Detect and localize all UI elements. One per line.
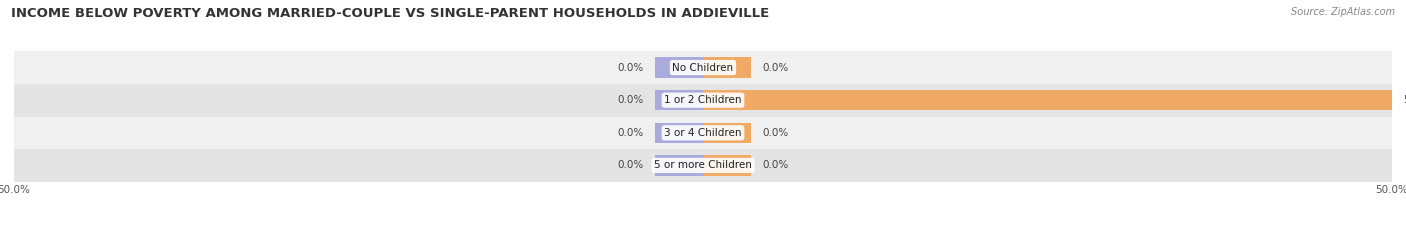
Text: 1 or 2 Children: 1 or 2 Children: [664, 95, 742, 105]
Text: 0.0%: 0.0%: [617, 95, 644, 105]
Bar: [703, 155, 751, 175]
Text: 5 or more Children: 5 or more Children: [654, 161, 752, 170]
Text: No Children: No Children: [672, 63, 734, 72]
Bar: [655, 90, 703, 110]
Text: 0.0%: 0.0%: [617, 161, 644, 170]
Text: Source: ZipAtlas.com: Source: ZipAtlas.com: [1291, 7, 1395, 17]
Bar: [703, 123, 751, 143]
Text: 0.0%: 0.0%: [617, 128, 644, 138]
Bar: [655, 155, 703, 175]
Text: 0.0%: 0.0%: [762, 128, 789, 138]
Bar: [14, 84, 1392, 116]
Bar: [703, 58, 751, 78]
Text: 0.0%: 0.0%: [617, 63, 644, 72]
Text: 0.0%: 0.0%: [762, 63, 789, 72]
Text: 50.0%: 50.0%: [1403, 95, 1406, 105]
Text: INCOME BELOW POVERTY AMONG MARRIED-COUPLE VS SINGLE-PARENT HOUSEHOLDS IN ADDIEVI: INCOME BELOW POVERTY AMONG MARRIED-COUPL…: [11, 7, 769, 20]
Bar: [14, 149, 1392, 182]
Bar: [14, 116, 1392, 149]
Text: 3 or 4 Children: 3 or 4 Children: [664, 128, 742, 138]
Text: 0.0%: 0.0%: [762, 161, 789, 170]
Bar: [655, 58, 703, 78]
Bar: [14, 51, 1392, 84]
Bar: [703, 90, 1392, 110]
Bar: [655, 123, 703, 143]
